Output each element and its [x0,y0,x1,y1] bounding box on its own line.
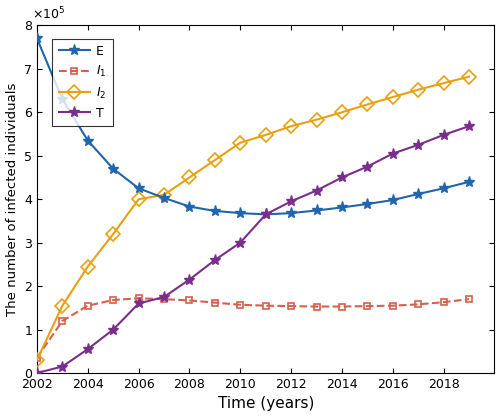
$I_2$ [136,197,141,202]
$I_1$ [60,318,66,323]
X-axis label: Time (years): Time (years) [218,397,314,412]
E [85,138,91,143]
E [390,198,396,203]
E [415,191,421,196]
E [186,204,192,209]
$I_2$ [34,357,40,362]
T [161,294,167,299]
E [136,186,141,191]
$I_2$ [110,231,116,236]
$I_1$ [34,355,40,360]
E [466,179,472,184]
E [238,211,244,216]
Text: $\times 10^5$: $\times 10^5$ [32,5,66,22]
$I_1$ [415,302,421,307]
$I_2$ [262,132,268,137]
$I_2$ [440,80,446,85]
E [339,205,345,210]
Line: $I_1$: $I_1$ [34,295,472,361]
$I_2$ [415,87,421,92]
$I_1$ [161,296,167,301]
$I_1$ [212,300,218,305]
T [85,347,91,352]
T [186,277,192,282]
E [364,201,370,206]
T [60,364,66,369]
E [262,212,268,217]
E [110,166,116,171]
$I_2$ [288,124,294,129]
$I_1$ [85,303,91,308]
$I_2$ [364,102,370,107]
Line: $I_2$: $I_2$ [32,72,474,365]
T [364,164,370,169]
$I_1$ [136,296,141,301]
$I_2$ [466,74,472,79]
T [466,124,472,129]
$I_2$ [85,264,91,269]
T [238,240,244,245]
$I_1$ [390,303,396,308]
E [288,211,294,216]
$I_1$ [110,297,116,302]
Line: E: E [32,33,474,220]
$I_2$ [390,95,396,100]
$I_2$ [161,192,167,197]
T [440,132,446,137]
E [60,97,66,102]
$I_1$ [466,296,472,301]
E [440,186,446,191]
$I_2$ [212,158,218,163]
$I_2$ [186,175,192,180]
E [314,208,320,213]
$I_2$ [238,140,244,145]
$I_1$ [186,298,192,303]
$I_1$ [238,302,244,307]
T [262,212,268,217]
T [288,199,294,204]
T [314,188,320,193]
$I_2$ [339,110,345,115]
$I_1$ [314,304,320,309]
Y-axis label: The number of infected individuals: The number of infected individuals [6,83,18,316]
E [161,196,167,201]
Legend: E, $I_1$, $I_2$, T: E, $I_1$, $I_2$, T [52,38,113,126]
T [34,371,40,376]
T [339,175,345,180]
$I_2$ [60,303,66,308]
T [415,142,421,147]
E [212,208,218,214]
T [136,301,141,306]
E [34,36,40,41]
$I_1$ [262,303,268,308]
T [110,327,116,332]
$I_1$ [339,304,345,309]
T [212,258,218,263]
$I_1$ [440,300,446,305]
$I_2$ [314,117,320,122]
$I_1$ [288,304,294,309]
Line: T: T [32,121,474,379]
$I_1$ [364,304,370,309]
T [390,151,396,156]
